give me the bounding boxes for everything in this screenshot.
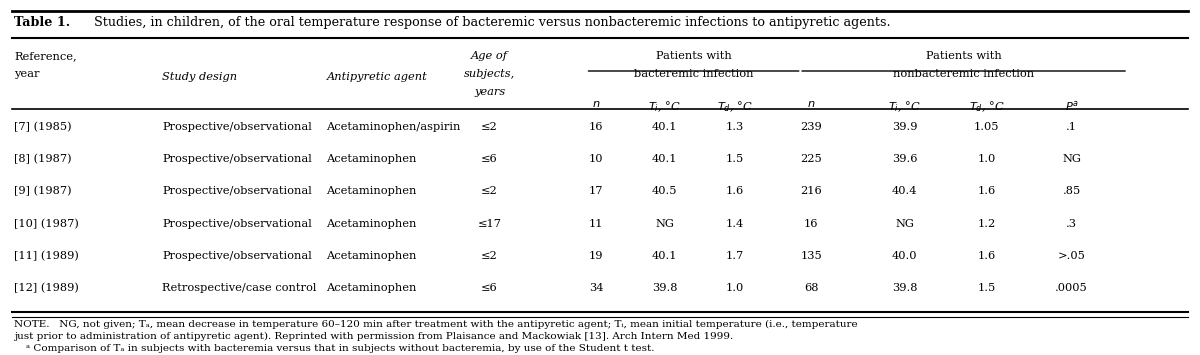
Text: 239: 239 — [800, 122, 822, 132]
Text: 39.8: 39.8 — [652, 283, 678, 293]
Text: .1: .1 — [1066, 122, 1078, 132]
Text: Acetaminophen: Acetaminophen — [326, 219, 416, 229]
Text: 11: 11 — [589, 219, 604, 229]
Text: 39.6: 39.6 — [892, 154, 918, 164]
Text: NG: NG — [1062, 154, 1081, 164]
Text: .0005: .0005 — [1055, 283, 1088, 293]
Text: 10: 10 — [589, 154, 604, 164]
Text: NG: NG — [655, 219, 674, 229]
Text: 1.6: 1.6 — [977, 251, 996, 261]
Text: Prospective/observational: Prospective/observational — [162, 122, 312, 132]
Text: [9] (1987): [9] (1987) — [14, 186, 72, 197]
Text: Study design: Study design — [162, 72, 238, 82]
Text: [11] (1989): [11] (1989) — [14, 251, 79, 261]
Text: Studies, in children, of the oral temperature response of bacteremic versus nonb: Studies, in children, of the oral temper… — [86, 16, 892, 29]
Text: ≤2: ≤2 — [481, 251, 498, 261]
Text: $T_i$, °C: $T_i$, °C — [648, 99, 682, 114]
Text: 17: 17 — [589, 186, 604, 196]
Text: subjects,: subjects, — [464, 69, 515, 79]
Text: Retrospective/case control: Retrospective/case control — [162, 283, 317, 293]
Text: 40.0: 40.0 — [892, 251, 918, 261]
Text: 225: 225 — [800, 154, 822, 164]
Text: .3: .3 — [1066, 219, 1078, 229]
Text: 1.5: 1.5 — [725, 154, 744, 164]
Text: bacteremic infection: bacteremic infection — [634, 69, 754, 79]
Text: $T_i$, °C: $T_i$, °C — [888, 99, 922, 114]
Text: 1.6: 1.6 — [725, 186, 744, 196]
Text: ≤2: ≤2 — [481, 186, 498, 196]
Text: $T_d$, °C: $T_d$, °C — [968, 99, 1004, 114]
Text: 1.0: 1.0 — [725, 283, 744, 293]
Text: 40.1: 40.1 — [652, 122, 678, 132]
Text: Acetaminophen: Acetaminophen — [326, 154, 416, 164]
Text: [12] (1989): [12] (1989) — [14, 283, 79, 294]
Text: 39.9: 39.9 — [892, 122, 918, 132]
Text: 1.5: 1.5 — [977, 283, 996, 293]
Text: 34: 34 — [589, 283, 604, 293]
Text: Patients with: Patients with — [925, 51, 1002, 61]
Text: 40.1: 40.1 — [652, 154, 678, 164]
Text: ᵃ Comparison of Tₐ in subjects with bacteremia versus that in subjects without b: ᵃ Comparison of Tₐ in subjects with bact… — [26, 344, 655, 353]
Text: 1.0: 1.0 — [977, 154, 996, 164]
Text: just prior to administration of antipyretic agent). Reprinted with permission fr: just prior to administration of antipyre… — [14, 332, 733, 341]
Text: 40.1: 40.1 — [652, 251, 678, 261]
Text: $n$: $n$ — [806, 99, 816, 109]
Text: Table 1.: Table 1. — [14, 16, 71, 29]
Text: Age of: Age of — [472, 51, 508, 61]
Text: Reference,: Reference, — [14, 51, 77, 61]
Text: 16: 16 — [589, 122, 604, 132]
Text: Prospective/observational: Prospective/observational — [162, 186, 312, 196]
Text: 1.6: 1.6 — [977, 186, 996, 196]
Text: 19: 19 — [589, 251, 604, 261]
Text: Acetaminophen/aspirin: Acetaminophen/aspirin — [326, 122, 461, 132]
Text: year: year — [14, 69, 40, 79]
Text: [8] (1987): [8] (1987) — [14, 154, 72, 164]
Text: $n$: $n$ — [592, 99, 601, 109]
Text: 216: 216 — [800, 186, 822, 196]
Text: $T_d$, °C: $T_d$, °C — [716, 99, 752, 114]
Text: NG: NG — [895, 219, 914, 229]
Text: 68: 68 — [804, 283, 818, 293]
Text: ≤6: ≤6 — [481, 154, 498, 164]
Text: Acetaminophen: Acetaminophen — [326, 186, 416, 196]
Text: Prospective/observational: Prospective/observational — [162, 219, 312, 229]
Text: 1.7: 1.7 — [725, 251, 744, 261]
Text: years: years — [474, 87, 505, 97]
Text: [10] (1987): [10] (1987) — [14, 219, 79, 229]
Text: Antipyretic agent: Antipyretic agent — [326, 72, 427, 82]
Text: $P^a$: $P^a$ — [1064, 99, 1079, 113]
Text: NOTE.   NG, not given; Tₐ, mean decrease in temperature 60–120 min after treatme: NOTE. NG, not given; Tₐ, mean decrease i… — [14, 320, 858, 329]
Text: nonbacteremic infection: nonbacteremic infection — [893, 69, 1034, 79]
Text: 1.4: 1.4 — [725, 219, 744, 229]
Text: 40.4: 40.4 — [892, 186, 918, 196]
Text: ≤17: ≤17 — [478, 219, 502, 229]
Text: Acetaminophen: Acetaminophen — [326, 251, 416, 261]
Text: 135: 135 — [800, 251, 822, 261]
Text: 16: 16 — [804, 219, 818, 229]
Text: 1.05: 1.05 — [973, 122, 1000, 132]
Text: .85: .85 — [1062, 186, 1081, 196]
Text: [7] (1985): [7] (1985) — [14, 122, 72, 132]
Text: Prospective/observational: Prospective/observational — [162, 251, 312, 261]
Text: 1.3: 1.3 — [725, 122, 744, 132]
Text: >.05: >.05 — [1057, 251, 1086, 261]
Text: ≤2: ≤2 — [481, 122, 498, 132]
Text: ≤6: ≤6 — [481, 283, 498, 293]
Text: 39.8: 39.8 — [892, 283, 918, 293]
Text: Prospective/observational: Prospective/observational — [162, 154, 312, 164]
Text: 1.2: 1.2 — [977, 219, 996, 229]
Text: Patients with: Patients with — [655, 51, 732, 61]
Text: Acetaminophen: Acetaminophen — [326, 283, 416, 293]
Text: 40.5: 40.5 — [652, 186, 678, 196]
